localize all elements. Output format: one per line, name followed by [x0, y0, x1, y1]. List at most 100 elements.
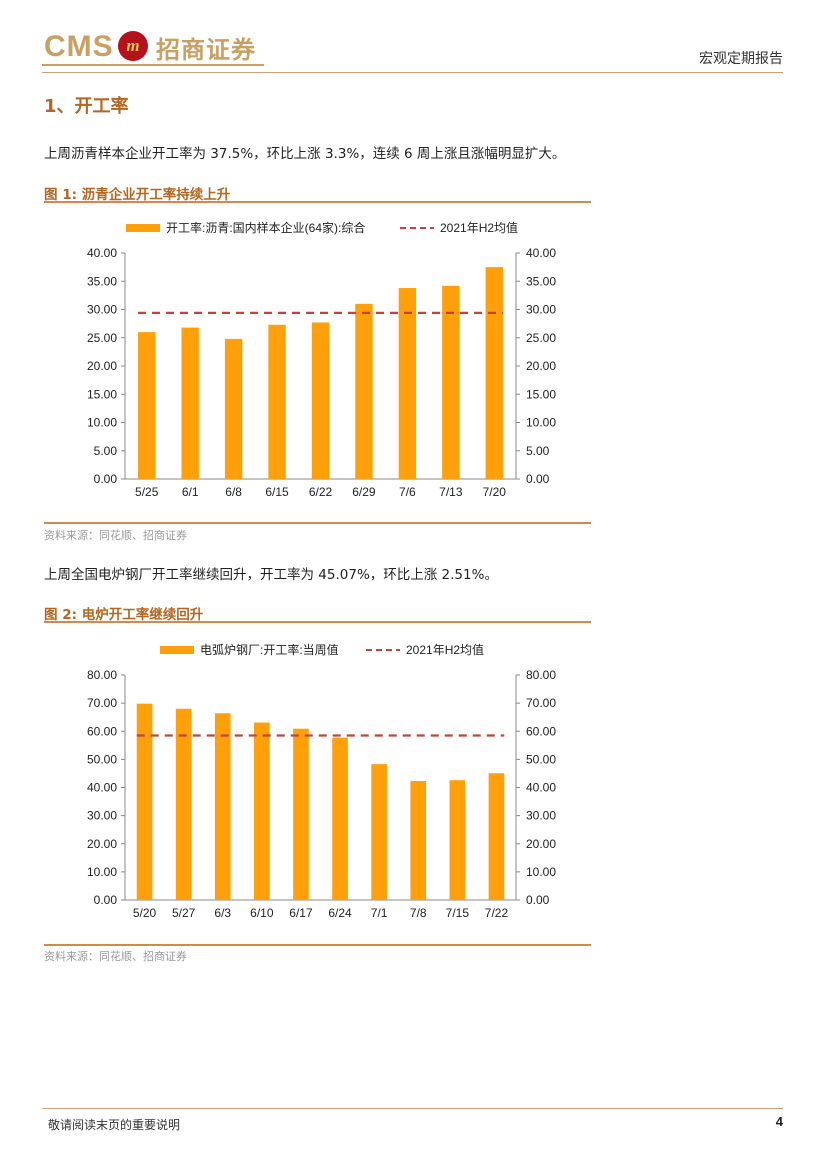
logo-underline	[42, 64, 264, 66]
chart2-xtick-label: 7/8	[410, 906, 427, 920]
chart2-ytick-label-right: 20.00	[526, 837, 556, 851]
chart2-bar	[254, 722, 270, 900]
figure-2-title: 图 2: 电炉开工率继续回升	[44, 607, 204, 623]
chart2-xtick-label: 7/22	[485, 906, 509, 920]
chart2-ytick-label-left: 40.00	[87, 781, 117, 795]
footer-notice: 敬请阅读末页的重要说明	[48, 1118, 181, 1132]
chart1-bar	[224, 338, 243, 479]
chart2-xtick-label: 7/15	[446, 906, 470, 920]
chart2-ytick-label-right: 30.00	[526, 809, 556, 823]
figure-1-bottom-rule	[44, 522, 591, 524]
chart1-ytick-label-left: 35.00	[87, 274, 117, 288]
report-type-label: 宏观定期报告	[699, 51, 783, 67]
chart1-legend-bar-label: 开工率:沥青:国内样本企业(64家):综合	[166, 220, 365, 235]
chart1-ytick-label-left: 15.00	[87, 387, 117, 401]
chart1-ytick-label-right: 40.00	[526, 246, 556, 260]
chart1-bar	[355, 303, 373, 479]
chart1-ytick-label-left: 20.00	[87, 359, 117, 373]
chart1-legend-avg-label: 2021年H2均值	[440, 220, 518, 235]
logo-seal-icon: m	[118, 31, 148, 61]
chart1-ytick-label-right: 10.00	[526, 416, 556, 430]
chart2-ytick-label-right: 80.00	[526, 668, 556, 682]
chart2-ytick-label-right: 50.00	[526, 752, 556, 766]
chart2-ytick-label-right: 70.00	[526, 696, 556, 710]
footer-divider	[42, 1108, 783, 1109]
chart2-xtick-label: 6/3	[214, 906, 231, 920]
chart2-ytick-label-left: 30.00	[87, 809, 117, 823]
chart1-ytick-label-left: 40.00	[87, 246, 117, 260]
chart2-bar	[293, 728, 309, 900]
chart1-ytick-label-left: 5.00	[94, 444, 118, 458]
chart1-ytick-label-left: 25.00	[87, 331, 117, 345]
chart2-ytick-label-left: 50.00	[87, 752, 117, 766]
chart2-bar	[136, 703, 153, 900]
chart2-legend-bar-label: 电弧炉钢厂:开工率:当周值	[200, 642, 339, 657]
chart1-xtick-label: 6/22	[309, 485, 333, 499]
chart1-ytick-label-right: 25.00	[526, 331, 556, 345]
chart2-bar	[449, 780, 466, 900]
chart1-xtick-label: 7/20	[483, 485, 507, 499]
chart1-ytick-label-right: 30.00	[526, 303, 556, 317]
chart1-ytick-label-right: 5.00	[526, 444, 550, 458]
chart2-ytick-label-right: 60.00	[526, 724, 556, 738]
chart1-ytick-label-right: 15.00	[526, 387, 556, 401]
chart2-bar	[410, 781, 427, 900]
chart2-ytick-label-left: 10.00	[87, 865, 117, 879]
paragraph-1: 上周沥青样本企业开工率为 37.5%，环比上涨 3.3%，连续 6 周上涨且涨幅…	[44, 146, 566, 162]
chart2-xtick-label: 6/24	[328, 906, 352, 920]
logo-company-name: 招商证券	[156, 35, 256, 64]
chart1-bar	[398, 288, 417, 479]
chart2-xtick-label: 6/17	[289, 906, 313, 920]
section-heading: 1、开工率	[44, 96, 129, 117]
chart1-xtick-label: 6/29	[352, 485, 376, 499]
chart2-bar	[371, 764, 387, 900]
chart1-xtick-label: 6/8	[225, 485, 242, 499]
page-number: 4	[775, 1114, 783, 1129]
chart1-ytick-label-right: 35.00	[526, 274, 556, 288]
figure-2-bottom-rule	[44, 944, 591, 946]
chart2-legend-avg-label: 2021年H2均值	[406, 642, 484, 657]
chart1-bar	[138, 332, 156, 479]
chart1-ytick-label-right: 20.00	[526, 359, 556, 373]
chart1-legend-bar-swatch	[126, 224, 160, 232]
chart1-xtick-label: 6/1	[182, 485, 199, 499]
chart2-bar	[488, 773, 505, 900]
chart1-ytick-label-left: 0.00	[94, 472, 118, 486]
chart1-bar	[311, 322, 330, 479]
chart1-bar	[181, 327, 199, 479]
chart1-bar	[442, 285, 460, 479]
figure-2-top-rule	[44, 621, 591, 623]
chart1-bar	[268, 324, 286, 479]
chart2-xtick-label: 7/1	[371, 906, 388, 920]
chart1-ytick-label-left: 10.00	[87, 416, 117, 430]
chart2-xtick-label: 5/20	[133, 906, 157, 920]
figure-1-title: 图 1: 沥青企业开工率持续上升	[44, 187, 231, 203]
chart2-bar	[214, 713, 231, 900]
chart1-xtick-label: 7/13	[439, 485, 463, 499]
figure-2-source: 资料来源：同花顺、招商证券	[44, 950, 187, 963]
chart2-ytick-label-right: 10.00	[526, 865, 556, 879]
chart2-ytick-label-right: 40.00	[526, 781, 556, 795]
figure-2-chart: 电弧炉钢厂:开工率:当周值 2021年H2均值 0.00 0.00 10.00 10.00…	[87, 642, 556, 920]
chart2-bar	[332, 737, 348, 900]
paragraph-2: 上周全国电炉钢厂开工率继续回升，开工率为 45.07%，环比上涨 2.51%。	[44, 567, 498, 583]
chart2-legend-bar-swatch	[160, 646, 194, 654]
chart2-ytick-label-left: 20.00	[87, 837, 117, 851]
chart2-ytick-label-right: 0.00	[526, 893, 550, 907]
figure-1-source: 资料来源：同花顺、招商证券	[44, 529, 187, 542]
chart1-xtick-label: 6/15	[265, 485, 289, 499]
figure-1-chart: 开工率:沥青:国内样本企业(64家):综合 2021年H2均值 0.00 0.00 5.…	[87, 220, 556, 499]
chart1-xtick-label: 7/6	[399, 485, 416, 499]
chart2-ytick-label-left: 80.00	[87, 668, 117, 682]
chart2-ytick-label-left: 60.00	[87, 724, 117, 738]
logo-cms-text: CMS	[44, 30, 114, 63]
chart2-bar	[175, 708, 192, 900]
chart2-ytick-label-left: 70.00	[87, 696, 117, 710]
chart1-bar	[485, 267, 503, 479]
chart2-ytick-label-left: 0.00	[94, 893, 118, 907]
figure-1-top-rule	[44, 201, 591, 203]
header-divider	[42, 72, 783, 73]
chart2-xtick-label: 6/10	[250, 906, 274, 920]
chart1-ytick-label-left: 30.00	[87, 303, 117, 317]
chart1-xtick-label: 5/25	[135, 485, 159, 499]
